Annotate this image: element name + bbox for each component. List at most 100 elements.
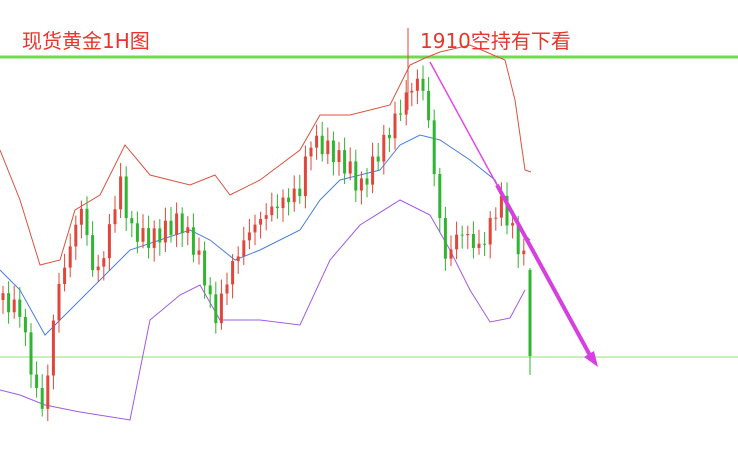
annotation: 1910空持有下看 [420,29,571,53]
candle-body [197,250,201,255]
candle-body [471,233,475,248]
candle-body [528,270,532,356]
candle-body [102,258,106,267]
candle-body [522,250,526,255]
candle-body [208,285,212,295]
candle-body [186,227,190,234]
candle-body [348,161,352,174]
candle-body [404,92,408,115]
candle-body [320,135,324,155]
candle-body [275,206,279,209]
candle-body [141,228,145,242]
candle-body [68,246,72,268]
candle-body [483,243,487,245]
candle-body [7,293,11,313]
candle-body [511,223,515,226]
title: 现货黄金1H图 [22,29,150,53]
candle-body [443,218,447,259]
candle-body [421,78,425,91]
candle-body [477,243,481,248]
candle-body [91,235,95,271]
candle-body [309,147,313,157]
middle-band [0,134,531,336]
trend-arrow [495,184,594,360]
candle-body [63,267,67,284]
candle-body [74,224,78,247]
candle-body [455,234,459,250]
candle-body [107,224,111,259]
candle-body [354,161,358,191]
candle-body [147,228,151,248]
candle-body [303,156,307,197]
candle-body [438,174,442,219]
candle-body [1,293,5,300]
candle-body [124,176,128,219]
candle-body [203,250,207,286]
candle-body [270,206,274,216]
candle-body [494,217,498,219]
upper-band [0,44,532,266]
candle-body [371,156,375,185]
candles [1,28,532,422]
candle-body [96,266,100,271]
candle-body [35,374,39,389]
candle-body [51,320,55,376]
candle-body [180,213,184,234]
candle-body [158,228,162,243]
candle-body [236,256,240,262]
trend-line [429,61,498,186]
candle-body [298,188,302,197]
candle-body [79,208,83,225]
candle-body [225,284,229,294]
candle-body [326,140,330,155]
candle-body [292,188,296,203]
candle-body [315,135,319,148]
candle-body [432,120,436,175]
candle-body [427,90,431,121]
candle-body [331,140,335,163]
candle-body [175,213,179,235]
candle-body [242,240,246,257]
candle-body [214,294,218,324]
candle-body [12,299,16,313]
candle-body [399,113,403,115]
arrow-head [584,351,598,367]
candle-body [85,208,89,236]
candle-body [499,195,503,218]
candle-body [393,113,397,139]
candle-body [152,228,156,248]
candle-body [387,134,391,139]
candle-body [163,220,167,243]
candle-body [287,197,291,203]
candle-body [130,218,134,224]
candle-body [415,78,419,91]
candle-body [449,249,453,259]
candle-body [119,176,123,210]
candle-body [410,90,414,93]
candle-body [259,218,263,225]
candle-body [23,316,27,333]
candle-body [135,223,139,242]
candle-body [113,209,117,225]
candle-body [281,197,285,209]
candle-body [191,227,195,255]
candle-body [231,261,235,285]
candle-body [29,332,33,375]
candle-body [57,283,61,321]
lower-band [0,199,526,421]
candle-body [365,178,369,185]
candle-body [488,217,492,245]
candle-body [247,232,251,241]
candle-body [264,215,268,219]
candle-body [253,224,257,233]
candle-body [219,293,223,324]
candle-body [169,220,173,235]
candle-body [466,233,470,236]
candle-body [18,299,22,317]
candle-body [343,150,347,174]
candle-body [505,195,509,226]
candle-body [382,134,386,162]
candle-body [359,178,363,191]
candle-body [376,156,380,162]
